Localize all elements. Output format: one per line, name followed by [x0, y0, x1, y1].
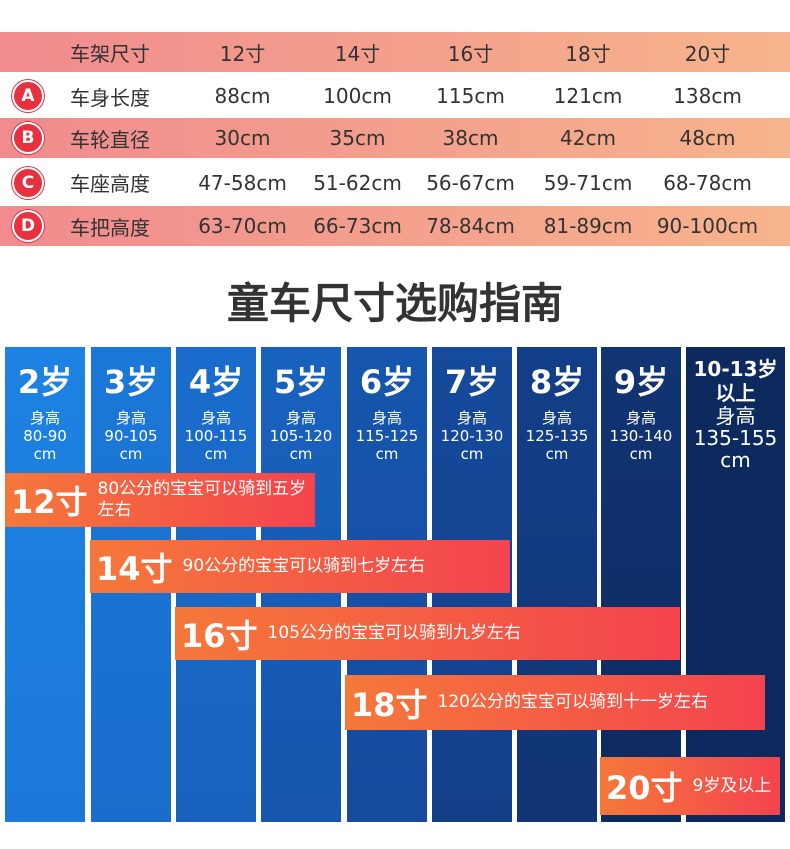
table-cell: 59-71cm — [543, 170, 633, 195]
height-unit: cm — [720, 448, 751, 472]
age: 10-13岁 — [693, 357, 778, 381]
header-cell: 12寸 — [219, 41, 266, 66]
height-label: 身高 — [29, 409, 60, 427]
bar-text: 80公分的宝宝可以骑到五岁左右 — [97, 479, 307, 520]
bar-text: 105公分的宝宝可以骑到九岁左右 — [267, 623, 521, 643]
height-label: 身高 — [115, 409, 146, 427]
table-cell: 35cm — [329, 126, 386, 150]
height-range: 80-90 — [23, 427, 67, 445]
height-label: 身高 — [456, 409, 487, 427]
bar-text: 120公分的宝宝可以骑到十一岁左右 — [437, 692, 708, 712]
age: 4岁 — [188, 363, 244, 401]
table-cell: 车把高度 — [70, 215, 150, 240]
height-range: 115-125 — [355, 427, 419, 445]
height-label: 身高 — [200, 409, 231, 427]
age-column: 9岁身高 130-140 cm — [601, 347, 681, 822]
age: 9岁 — [613, 363, 669, 401]
bar-size: 12寸 — [11, 483, 88, 521]
header-cell: 车架尺寸 — [70, 41, 150, 66]
table-cell: 121cm — [553, 84, 623, 108]
header-cell: 20寸 — [684, 41, 731, 66]
height-range: 120-130 — [440, 427, 504, 445]
height-label: 身高 — [285, 409, 316, 427]
header-cell: 16寸 — [447, 41, 494, 66]
height-unit: cm — [289, 445, 313, 463]
table-row: D 车把高度 63-70cm 66-73cm 78-84cm 81-89cm 90-100c… — [0, 206, 790, 246]
table-cell: 78-84cm — [426, 214, 515, 238]
table-cell: 42cm — [560, 126, 616, 150]
age: 2岁 — [17, 363, 73, 401]
height-range: 100-115 — [184, 427, 248, 445]
table-row: B 车轮直径 30cm 35cm 38cm 42cm 48cm — [0, 118, 790, 158]
age: 8岁 — [529, 363, 585, 401]
height-unit: cm — [119, 445, 143, 463]
table-cell: 100cm — [323, 84, 392, 108]
table-cell: 车座高度 — [70, 172, 150, 196]
bar-size: 14寸 — [96, 549, 173, 588]
size-bar: 16寸 105公分的宝宝可以骑到九岁左右 — [175, 607, 680, 660]
height-range: 130-140 — [609, 427, 673, 445]
height-unit: cm — [204, 445, 228, 463]
table-cell: 30cm — [214, 126, 271, 150]
table-cell: 38cm — [442, 126, 499, 150]
table-cell: 车轮直径 — [70, 127, 150, 152]
table-row: A 车身长度 88cm 100cm 115cm 121cm 138cm — [0, 75, 790, 117]
header-cell: 14寸 — [334, 41, 381, 66]
table-cell: 81-89cm — [543, 214, 633, 238]
table-header: 车架尺寸 12寸 14寸 16寸 18寸 20寸 — [0, 32, 790, 72]
age-note: 以上 — [715, 381, 756, 405]
age-column: 8岁身高 125-135 cm — [517, 347, 597, 822]
table-row: C 车座高度 47-58cm 51-62cm 56-67cm 59-71cm 68-78cm — [0, 160, 790, 205]
height-unit: cm — [375, 445, 399, 463]
height-label: 身高 — [371, 409, 402, 427]
bar-text: 9岁及以上 — [692, 775, 772, 796]
table-cell: 47-58cm — [198, 170, 287, 195]
size-bar: 18寸 120公分的宝宝可以骑到十一岁左右 — [345, 675, 765, 730]
row-badge: D — [12, 210, 44, 242]
age: 6岁 — [359, 363, 415, 401]
size-bar: 12寸 80公分的宝宝可以骑到五岁左右 — [5, 473, 315, 527]
row-badge: B — [12, 122, 44, 154]
table-cell: 48cm — [679, 126, 736, 150]
table-cell: 115cm — [436, 84, 505, 108]
title: 童车尺寸选购指南 — [226, 279, 563, 328]
height-unit: cm — [545, 445, 569, 463]
table-cell: 88cm — [214, 84, 271, 108]
height-label: 身高 — [625, 409, 656, 427]
height-range: 135-155 — [693, 426, 778, 450]
age: 7岁 — [444, 363, 500, 401]
height-unit: cm — [460, 445, 484, 463]
row-badge: A — [12, 80, 44, 112]
table-cell: 63-70cm — [198, 214, 287, 238]
bar-text: 90公分的宝宝可以骑到七岁左右 — [182, 556, 426, 576]
height-range: 90-105 — [104, 427, 158, 445]
bar-size: 16寸 — [181, 616, 258, 655]
age-column: 2岁身高 80-90 cm — [5, 347, 85, 822]
table-cell: 138cm — [673, 84, 742, 108]
bar-size: 20寸 — [606, 769, 683, 807]
age-column: 10-13岁 以上 身高 135-155 cm — [686, 347, 785, 822]
table-cell: 90-100cm — [656, 214, 759, 238]
table-cell: 56-67cm — [426, 170, 515, 195]
size-bar: 14寸 90公分的宝宝可以骑到七岁左右 — [90, 540, 510, 593]
height-range: 105-120 — [269, 427, 333, 445]
age: 5岁 — [273, 363, 329, 401]
height-unit: cm — [629, 445, 653, 463]
table-cell: 车身长度 — [70, 85, 150, 110]
table-cell: 68-78cm — [663, 170, 752, 195]
header-cell: 18寸 — [565, 41, 611, 66]
height-unit: cm — [33, 445, 57, 463]
row-badge: C — [12, 166, 44, 199]
height-label: 身高 — [541, 409, 572, 427]
bar-size: 18寸 — [351, 685, 428, 724]
height-label: 身高 — [715, 404, 756, 428]
table-cell: 66-73cm — [313, 214, 402, 238]
height-range: 125-135 — [525, 427, 589, 445]
size-bar: 20寸 9岁及以上 — [600, 757, 780, 815]
table-cell: 51-62cm — [313, 170, 402, 195]
age: 3岁 — [103, 363, 159, 401]
